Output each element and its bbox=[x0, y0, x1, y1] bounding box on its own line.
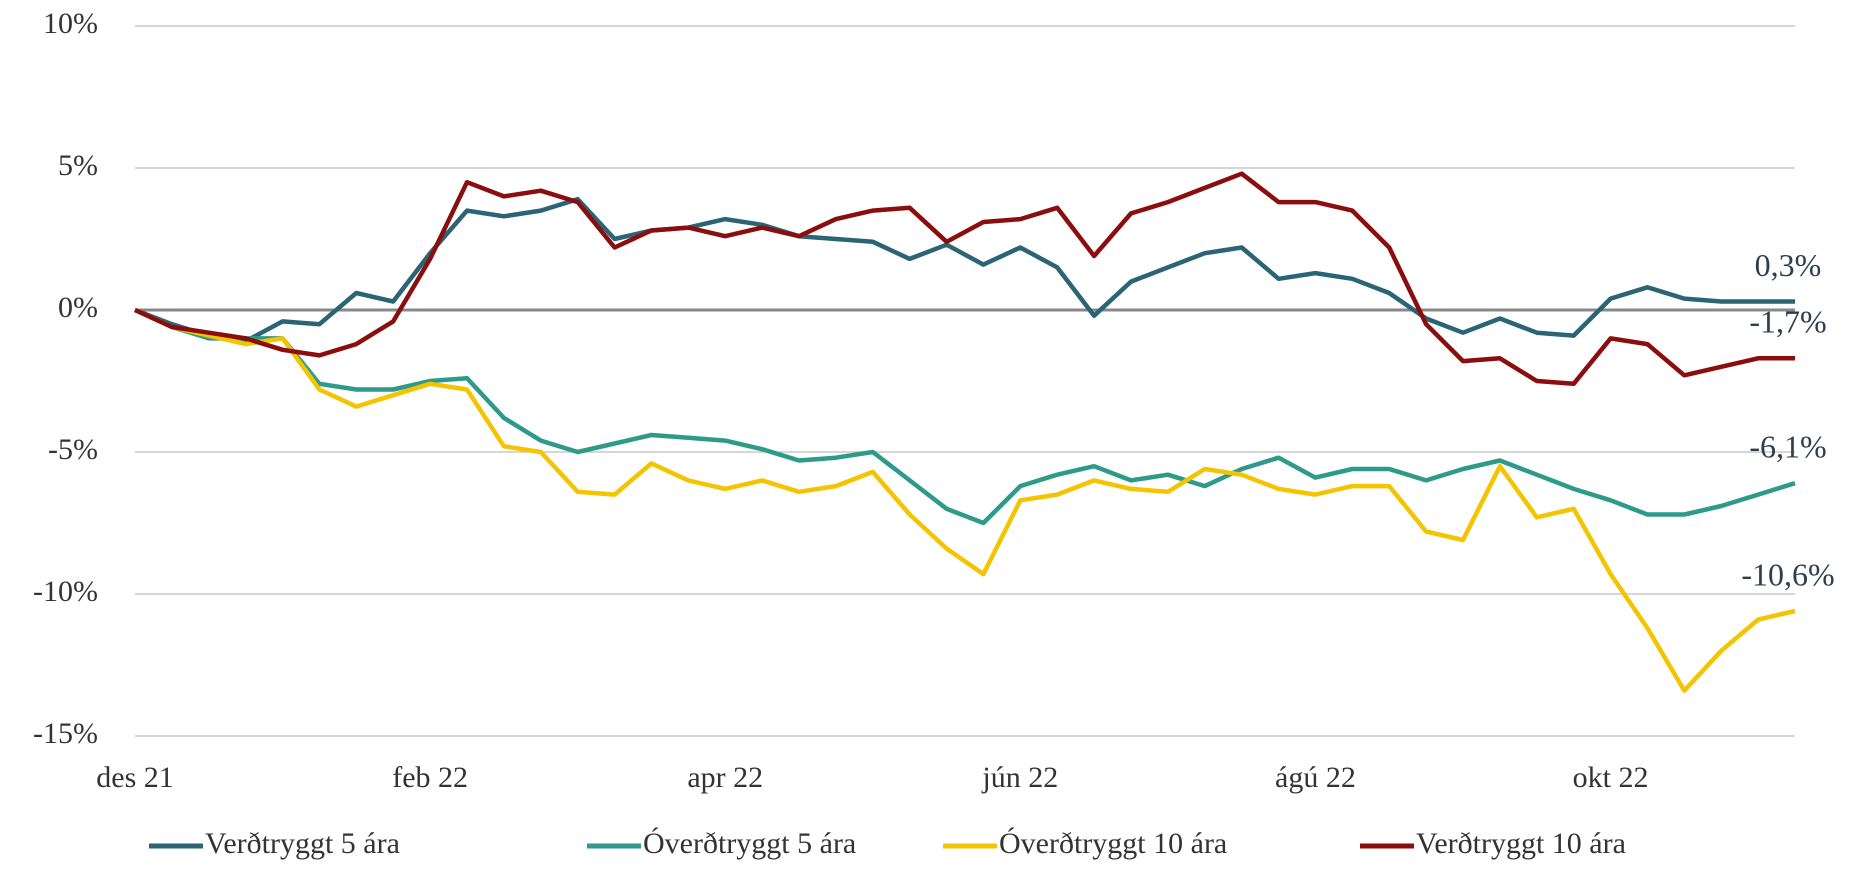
x-tick-label: ágú 22 bbox=[1275, 761, 1356, 794]
series-line bbox=[134, 171, 1795, 387]
end-label: -10,6% bbox=[1741, 556, 1834, 592]
x-tick-label: jún 22 bbox=[981, 761, 1058, 794]
y-tick-label: -10% bbox=[33, 575, 98, 608]
y-tick-label: -15% bbox=[33, 717, 98, 750]
x-tick-label: des 21 bbox=[96, 761, 174, 794]
series-line bbox=[134, 196, 1795, 344]
legend-label: Verðtryggt 10 ára bbox=[1416, 827, 1626, 860]
series-line bbox=[134, 307, 1796, 693]
y-tick-label: 10% bbox=[43, 7, 98, 40]
end-label: 0,3% bbox=[1755, 247, 1822, 283]
x-tick-label: feb 22 bbox=[392, 761, 468, 794]
y-tick-label: -5% bbox=[48, 433, 98, 466]
end-label: -1,7% bbox=[1749, 304, 1826, 340]
legend-label: Verðtryggt 5 ára bbox=[205, 827, 400, 860]
legend-label: Óverðtryggt 5 ára bbox=[643, 827, 856, 860]
end-label: -6,1% bbox=[1749, 429, 1826, 465]
legend-label: Óverðtryggt 10 ára bbox=[999, 827, 1227, 860]
y-tick-label: 5% bbox=[58, 149, 98, 182]
x-tick-label: okt 22 bbox=[1573, 761, 1649, 794]
x-tick-label: apr 22 bbox=[687, 761, 763, 794]
y-tick-label: 0% bbox=[58, 291, 98, 324]
series-line bbox=[134, 307, 1796, 526]
